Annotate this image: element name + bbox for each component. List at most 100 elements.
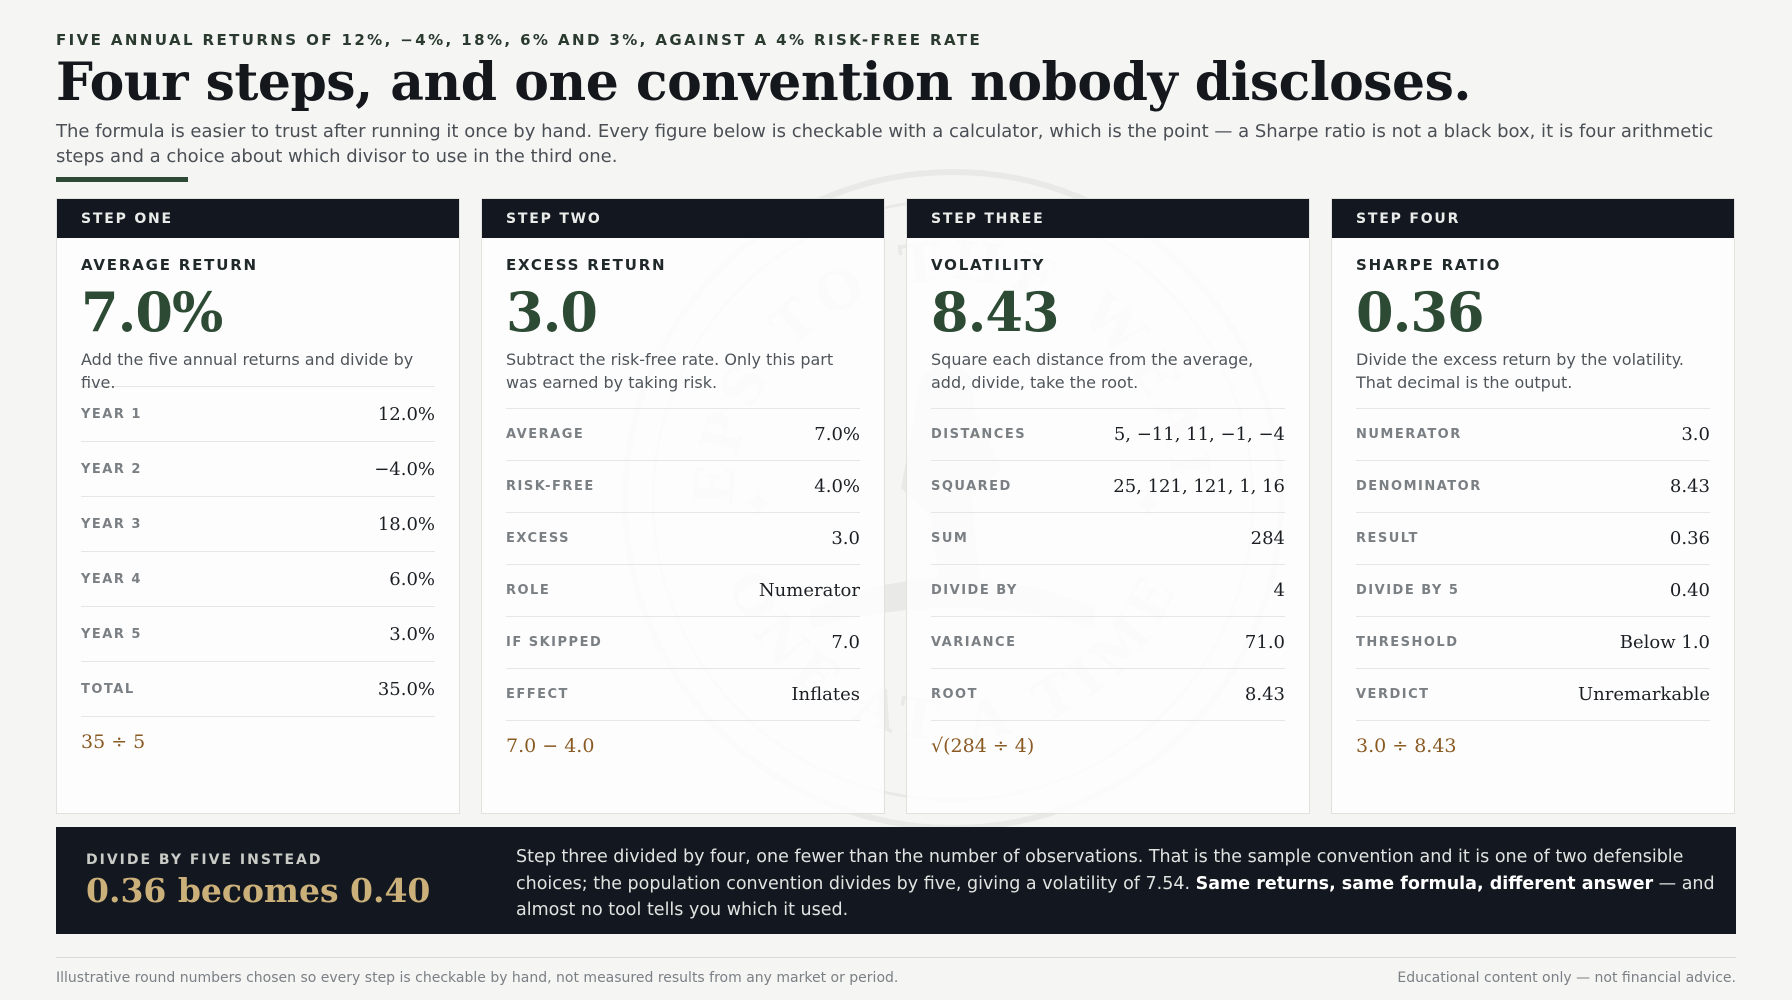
card-step-one: STEP ONE AVERAGE RETURN 7.0% Add the five a…	[56, 198, 460, 814]
row-value: 3.0	[1681, 424, 1710, 445]
table-row: VARIANCE 71.0	[931, 617, 1285, 669]
banner-text-tail: — and almost no tool tells you which it …	[516, 873, 1715, 921]
card-step-three: STEP THREE VOLATILITY 8.43 Square each dist…	[906, 198, 1310, 814]
row-value: Unremarkable	[1578, 684, 1710, 705]
row-key: EXCESS	[506, 531, 571, 546]
row-value: 18.0%	[377, 513, 435, 535]
footer-disclaimer: Illustrative round numbers chosen so eve…	[56, 970, 899, 986]
row-value: 5, −11, 11, −1, −4	[1113, 424, 1285, 445]
row-key: YEAR 2	[81, 461, 142, 477]
table-row: YEAR 4 6.0%	[81, 552, 435, 607]
row-key: TOTAL	[81, 681, 135, 697]
card-step-four: STEP FOUR SHARPE RATIO 0.36 Divide the exce…	[1331, 198, 1735, 814]
row-value: 0.36	[1669, 528, 1710, 549]
table-row: RISK-FREE 4.0%	[506, 461, 860, 513]
table-row: ROLE Numerator	[506, 565, 860, 617]
metric-value: 8.43	[931, 280, 1060, 344]
row-key: SUM	[931, 531, 969, 546]
row-key: YEAR 4	[81, 571, 142, 587]
row-value: 0.40	[1669, 580, 1710, 601]
row-key: ROLE	[506, 583, 551, 598]
metric-label: SHARPE RATIO	[1356, 256, 1502, 274]
row-value: 71.0	[1244, 632, 1285, 653]
card-formula: 35 ÷ 5	[81, 731, 146, 753]
metric-description: Square each distance from the average, a…	[931, 350, 1254, 392]
row-value: 4	[1273, 580, 1285, 601]
table-row: VERDICT Unremarkable	[1356, 669, 1710, 721]
row-value: 35.0%	[377, 678, 435, 700]
row-key: DIVIDE BY	[931, 583, 1018, 598]
table-row: IF SKIPPED 7.0	[506, 617, 860, 669]
row-key: VERDICT	[1356, 687, 1430, 702]
table-row: YEAR 3 18.0%	[81, 497, 435, 552]
row-key: YEAR 1	[81, 406, 142, 422]
row-value: Inflates	[791, 684, 860, 705]
row-value: Numerator	[758, 580, 860, 601]
table-row: TOTAL 35.0%	[81, 662, 435, 717]
convention-banner: DIVIDE BY FIVE INSTEAD 0.36 becomes 0.40…	[56, 827, 1736, 934]
row-value: 25, 121, 121, 1, 16	[1113, 476, 1285, 497]
table-row: DIVIDE BY 5 0.40	[1356, 565, 1710, 617]
row-value: 12.0%	[377, 403, 435, 425]
table-row: DISTANCES 5, −11, 11, −1, −4	[931, 409, 1285, 461]
page-intro: The formula is easier to trust after run…	[56, 121, 1714, 167]
row-key: EFFECT	[506, 687, 569, 702]
row-key: IF SKIPPED	[506, 635, 603, 650]
row-value: 3.0	[831, 528, 860, 549]
table-row: EFFECT Inflates	[506, 669, 860, 721]
row-value: Below 1.0	[1619, 632, 1710, 653]
table-row: RESULT 0.36	[1356, 513, 1710, 565]
banner-headline: 0.36 becomes 0.40	[86, 871, 431, 910]
metric-label: AVERAGE RETURN	[81, 256, 258, 274]
table-row: NUMERATOR 3.0	[1356, 409, 1710, 461]
calculation-table: YEAR 1 12.0% YEAR 2 −4.0% YEAR 3 18.0% YEAR 4 6…	[81, 386, 435, 717]
table-row: YEAR 1 12.0%	[81, 387, 435, 442]
calculation-table: AVERAGE 7.0% RISK-FREE 4.0% EXCESS 3.0 ROLE Num…	[506, 408, 860, 721]
card-body: EXCESS RETURN 3.0 Subtract the risk-free r…	[482, 238, 884, 757]
row-value: 7.0%	[814, 424, 860, 445]
card-body: AVERAGE RETURN 7.0% Add the five annual re…	[57, 238, 459, 753]
step-cards: STEP ONE AVERAGE RETURN 7.0% Add the five a…	[56, 198, 1736, 814]
banner-text-lead: Step three divided by four, one fewer th…	[516, 847, 1684, 894]
row-key: ROOT	[931, 687, 978, 702]
card-step-label: STEP FOUR	[1332, 199, 1734, 238]
row-value: 3.0%	[389, 623, 435, 645]
metric-label: VOLATILITY	[931, 256, 1046, 274]
row-key: DIVIDE BY 5	[1356, 583, 1460, 598]
row-value: 8.43	[1244, 684, 1285, 705]
table-row: DIVIDE BY 4	[931, 565, 1285, 617]
row-value: 7.0	[831, 632, 860, 653]
page: FIVE ANNUAL RETURNS OF 12%, −4%, 18%, 6%…	[56, 0, 1736, 1000]
table-row: THRESHOLD Below 1.0	[1356, 617, 1710, 669]
table-row: EXCESS 3.0	[506, 513, 860, 565]
metric-description: Divide the excess return by the volatili…	[1356, 350, 1684, 392]
table-row: DENOMINATOR 8.43	[1356, 461, 1710, 513]
card-body: SHARPE RATIO 0.36 Divide the excess return…	[1332, 238, 1734, 757]
metric-value: 7.0%	[81, 280, 223, 344]
row-value: 284	[1250, 528, 1285, 549]
footer-divider	[56, 957, 1736, 958]
row-value: 8.43	[1669, 476, 1710, 497]
table-row: AVERAGE 7.0%	[506, 409, 860, 461]
row-key: RISK-FREE	[506, 479, 595, 494]
banner-eyebrow: DIVIDE BY FIVE INSTEAD	[86, 852, 323, 868]
card-formula: 7.0 − 4.0	[506, 735, 595, 757]
row-key: THRESHOLD	[1356, 635, 1459, 650]
footer-advice-note: Educational content only — not financial…	[1397, 970, 1736, 986]
page-eyebrow: FIVE ANNUAL RETURNS OF 12%, −4%, 18%, 6%…	[56, 31, 983, 49]
table-row: YEAR 2 −4.0%	[81, 442, 435, 497]
table-row: SQUARED 25, 121, 121, 1, 16	[931, 461, 1285, 513]
card-step-label: STEP THREE	[907, 199, 1309, 238]
metric-label: EXCESS RETURN	[506, 256, 667, 274]
row-key: RESULT	[1356, 531, 1419, 546]
table-row: SUM 284	[931, 513, 1285, 565]
card-formula: 3.0 ÷ 8.43	[1356, 735, 1457, 757]
metric-description: Add the five annual returns and divide b…	[81, 350, 414, 392]
card-step-label: STEP TWO	[482, 199, 884, 238]
row-value: −4.0%	[374, 458, 435, 480]
banner-text-emphasis: Same returns, same formula, different an…	[1195, 873, 1654, 894]
banner-text: Step three divided by four, one fewer th…	[516, 844, 1716, 924]
row-key: DISTANCES	[931, 427, 1027, 442]
row-value: 4.0%	[814, 476, 860, 497]
calculation-table: NUMERATOR 3.0 DENOMINATOR 8.43 RESULT 0.36 DIV…	[1356, 408, 1710, 721]
